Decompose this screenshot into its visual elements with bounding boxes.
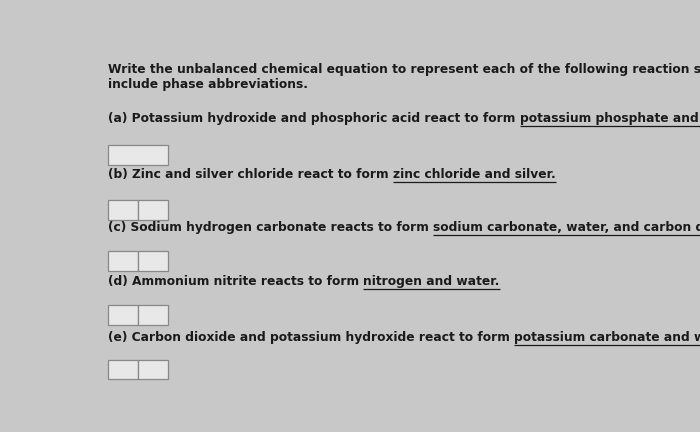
Bar [108, 359, 138, 379]
Text: Write the unbalanced chemical equation to represent each of the following reacti: Write the unbalanced chemical equation t… [108, 64, 700, 76]
Text: zinc chloride and silver.: zinc chloride and silver. [393, 168, 556, 181]
Text: sodium carbonate, water, and carbon dioxide.: sodium carbonate, water, and carbon diox… [433, 222, 700, 235]
Bar [138, 200, 168, 220]
Bar [138, 305, 168, 324]
Text: (d) Ammonium nitrite reacts to form: (d) Ammonium nitrite reacts to form [108, 275, 363, 288]
Text: nitrogen and water.: nitrogen and water. [363, 275, 500, 288]
Text: (e) Carbon dioxide and potassium hydroxide react to form: (e) Carbon dioxide and potassium hydroxi… [108, 331, 514, 344]
Bar [138, 251, 168, 271]
Bar [108, 145, 168, 165]
Text: potassium carbonate and water.: potassium carbonate and water. [514, 331, 700, 344]
Bar [138, 359, 168, 379]
Text: (b) Zinc and silver chloride react to form: (b) Zinc and silver chloride react to fo… [108, 168, 393, 181]
Text: (a) Potassium hydroxide and phosphoric acid react to form: (a) Potassium hydroxide and phosphoric a… [108, 112, 519, 125]
Text: potassium phosphate and water.: potassium phosphate and water. [519, 112, 700, 125]
Bar [108, 251, 138, 271]
Bar [108, 200, 138, 220]
Bar [108, 305, 138, 324]
Text: include phase abbreviations.: include phase abbreviations. [108, 79, 308, 92]
Text: (c) Sodium hydrogen carbonate reacts to form: (c) Sodium hydrogen carbonate reacts to … [108, 222, 433, 235]
